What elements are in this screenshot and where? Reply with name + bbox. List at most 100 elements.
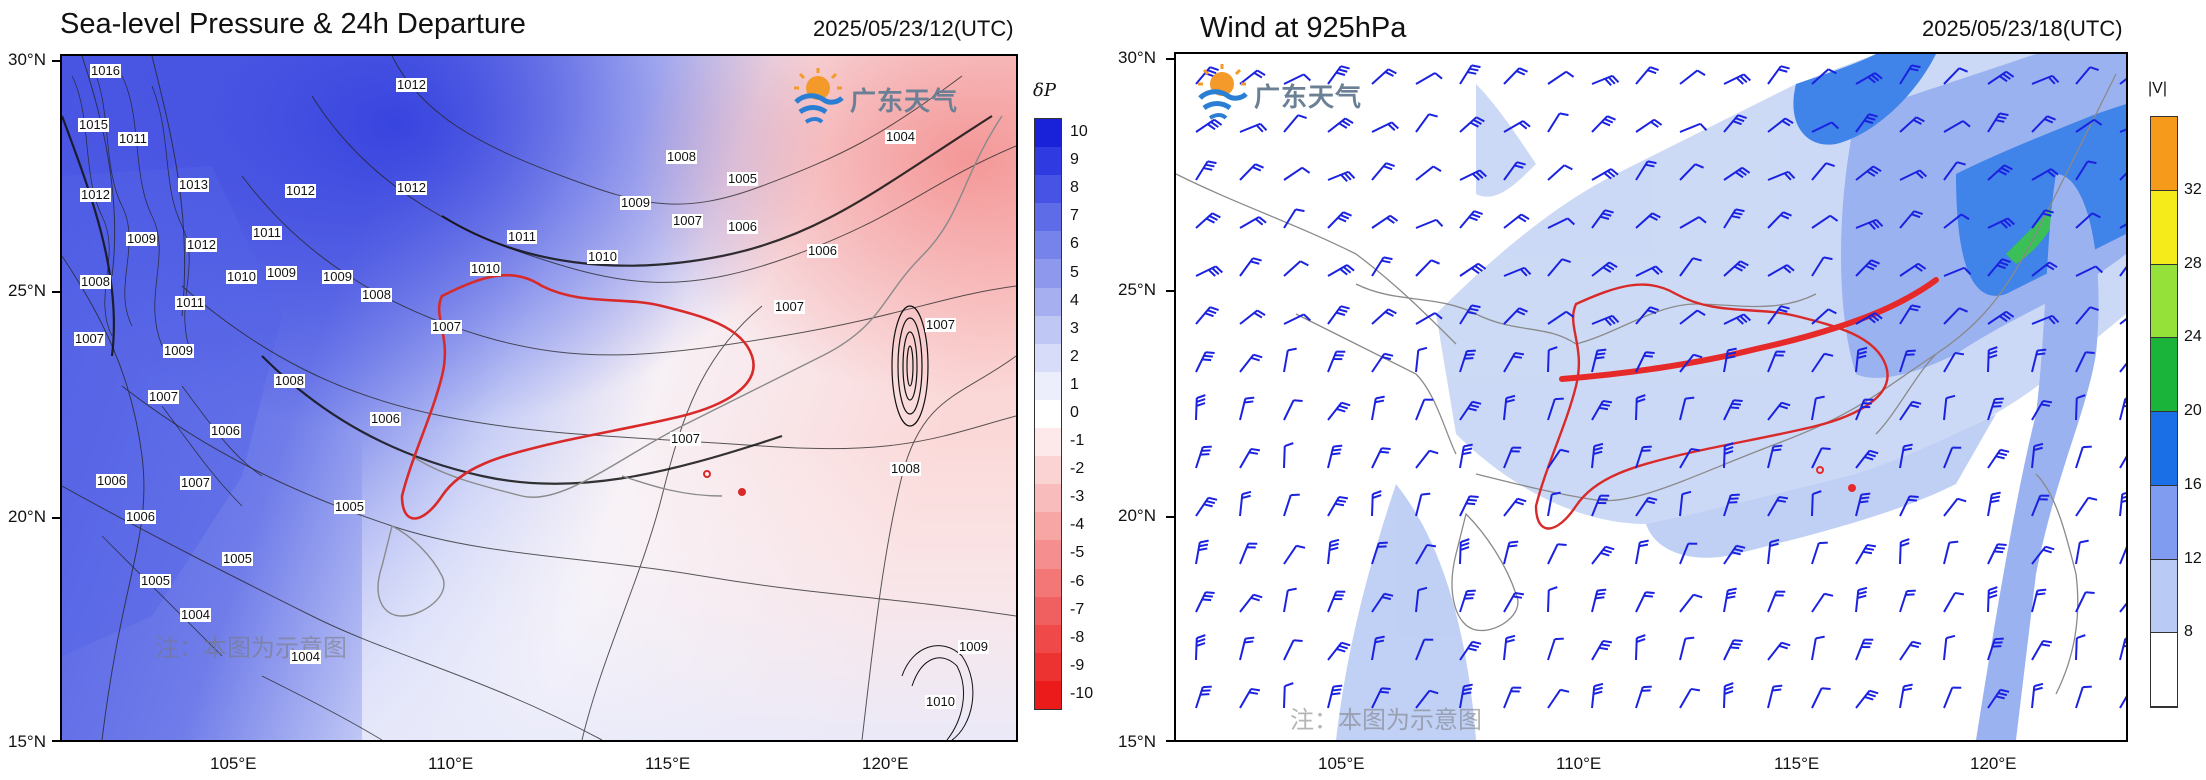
wind-barb xyxy=(2119,318,2126,325)
wind-barb-feather xyxy=(1469,404,1480,409)
wind-barb-feather xyxy=(1516,310,1526,316)
logo-text: 广东天气 xyxy=(1254,82,1363,113)
wind-barb-feather xyxy=(1909,495,1919,499)
wind-barb-feather xyxy=(1780,65,1790,70)
wind-barb-feather xyxy=(1997,115,2007,120)
wind-barb-feather xyxy=(1418,586,1428,592)
wind-barb-feather xyxy=(1858,346,1868,352)
wind-barb-feather xyxy=(1778,404,1788,410)
wind-barb-feather xyxy=(1643,354,1653,358)
wind-barb-feather xyxy=(1733,399,1743,403)
wind-barb-feather xyxy=(1726,591,1737,596)
lat-label: 30°N xyxy=(1118,48,1156,67)
wind-barb-feather xyxy=(1602,212,1612,217)
wind-barb-feather xyxy=(2034,442,2044,448)
wind-barb-feather xyxy=(1769,542,1779,548)
wind-barb xyxy=(1679,448,1692,469)
wind-barb xyxy=(2075,118,2095,133)
wind-barb xyxy=(1547,494,1553,517)
wind-barb xyxy=(1415,544,1428,565)
colorbar-band xyxy=(1035,343,1061,372)
wind-barb-feather xyxy=(1469,644,1480,649)
wind-barb-feather xyxy=(1338,68,1348,73)
wind-barb-feather xyxy=(1211,267,1220,275)
wind-barb-feather xyxy=(1297,114,1307,120)
isobar-label: 1012 xyxy=(396,180,427,195)
wind-barb xyxy=(1679,688,1692,709)
wind-barb-feather xyxy=(2003,164,2013,171)
wind-barb-feather xyxy=(1385,162,1395,168)
left-panel-title: Sea-level Pressure & 24h Departure xyxy=(60,8,526,40)
wind-barb xyxy=(1415,399,1426,421)
wind-barb-feather xyxy=(1990,499,2000,504)
wind-barb xyxy=(2075,686,2084,709)
isobar-label: 1010 xyxy=(226,269,257,284)
wind-barb-feather xyxy=(2003,219,2012,227)
wind-barb xyxy=(1943,398,1948,421)
colorbar-band xyxy=(2151,338,2177,412)
wind-barb-feather xyxy=(1372,490,1382,495)
wind-barb-feather xyxy=(1724,682,1734,687)
wind-barb-feather xyxy=(1593,450,1603,455)
wind-barb-feather xyxy=(1387,123,1396,131)
colorbar-label: 6 xyxy=(1070,235,1079,253)
wind-barb-feather xyxy=(2005,310,2015,318)
isobar-label: 1012 xyxy=(396,77,427,92)
wind-barb-feather xyxy=(1781,641,1791,647)
wind-barb-feather xyxy=(1255,124,1264,133)
isobar-label: 1005 xyxy=(334,499,365,514)
left-colorbar xyxy=(1034,118,1062,710)
colorbar-label: 9 xyxy=(1070,151,1079,169)
wind-barb xyxy=(1679,594,1695,613)
isobar-label: 1007 xyxy=(431,319,462,334)
lat-label: 20°N xyxy=(8,507,46,526)
wind-barb-feather xyxy=(1995,546,2005,550)
colorbar-label: 10 xyxy=(1070,123,1088,141)
tick-mark xyxy=(52,740,60,742)
wind-barb-feather xyxy=(1523,267,1532,276)
wind-barb xyxy=(1943,67,1961,85)
wind-barb-feather xyxy=(1389,214,1399,222)
wind-barb-feather xyxy=(1866,543,1877,548)
wind-barb-feather xyxy=(1284,682,1294,687)
wind-barb-feather xyxy=(1909,404,1920,409)
wind-barb-feather xyxy=(1387,308,1397,315)
lat-label: 25°N xyxy=(1118,280,1156,299)
wind-barb-feather xyxy=(1733,548,1744,553)
wind-barb-feather xyxy=(1825,162,1835,168)
colorbar-label: 0 xyxy=(1070,404,1079,421)
wind-barb-feather xyxy=(1548,586,1558,591)
wind-barb-feather xyxy=(1724,450,1734,455)
isobar-label: 1009 xyxy=(126,231,157,246)
lat-label: 20°N xyxy=(1118,506,1156,525)
wind-barb-feather xyxy=(1460,538,1470,543)
wind-barb-feather xyxy=(1724,690,1734,695)
wind-barb-feather xyxy=(1736,544,1746,549)
wind-barb-feather xyxy=(1602,548,1612,554)
wind-barb-feather xyxy=(1988,590,1998,595)
wind-barb-feather xyxy=(1909,307,1919,312)
wind-barb-feather xyxy=(2036,352,2046,356)
wind-barb-feather xyxy=(1736,263,1746,269)
wind-barb xyxy=(2075,446,2084,469)
wind-barb-feather xyxy=(1860,496,1870,500)
wind-barb-feather xyxy=(1284,442,1294,447)
wind-barb-feather xyxy=(1988,354,1998,359)
wind-barb xyxy=(1415,639,1426,661)
wind-barb-feather xyxy=(1196,638,1206,643)
wind-barb-feather xyxy=(1731,551,1741,556)
wind-barb-feather xyxy=(1518,67,1528,73)
wind-barb-feather xyxy=(1347,171,1356,180)
wind-barb-feather xyxy=(1821,447,1831,451)
wind-barb-feather xyxy=(1900,538,1910,543)
wind-barb-feather xyxy=(2042,548,2052,554)
wind-barb-feather xyxy=(2047,316,2056,325)
wind-barb-feather xyxy=(1520,213,1530,220)
wind-barb-feather xyxy=(1638,543,1649,548)
wind-barb-feather xyxy=(1253,312,1263,319)
wind-barb xyxy=(1679,122,1701,133)
wind-barb xyxy=(1415,690,1431,709)
wind-barb-feather xyxy=(1467,407,1477,412)
wind-barb-feather xyxy=(1519,268,1528,277)
wind-barb-feather xyxy=(1196,634,1206,639)
